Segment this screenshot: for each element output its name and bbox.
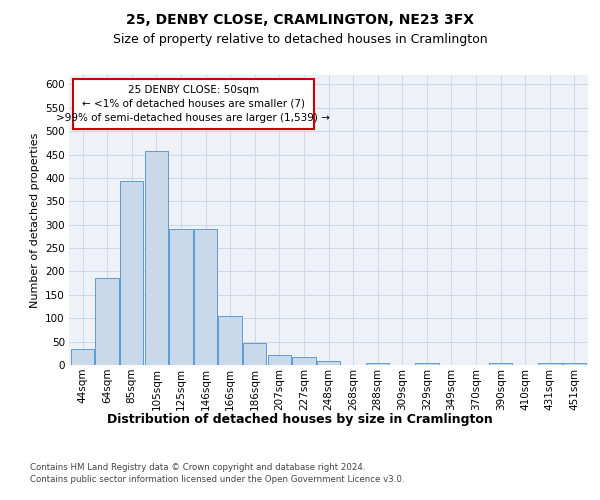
Text: Size of property relative to detached houses in Cramlington: Size of property relative to detached ho…	[113, 32, 487, 46]
Bar	[268, 354, 291, 365]
Text: Contains HM Land Registry data © Crown copyright and database right 2024.: Contains HM Land Registry data © Crown c…	[30, 462, 365, 471]
Bar	[538, 363, 562, 365]
Bar	[317, 362, 340, 365]
Bar	[292, 357, 316, 365]
Bar	[145, 151, 168, 365]
Bar	[489, 363, 512, 365]
Bar	[243, 342, 266, 365]
Text: >99% of semi-detached houses are larger (1,539) →: >99% of semi-detached houses are larger …	[56, 113, 330, 123]
FancyBboxPatch shape	[73, 78, 314, 129]
Bar	[120, 181, 143, 365]
Bar	[366, 363, 389, 365]
Text: 25, DENBY CLOSE, CRAMLINGTON, NE23 3FX: 25, DENBY CLOSE, CRAMLINGTON, NE23 3FX	[126, 12, 474, 26]
Bar	[415, 363, 439, 365]
Bar	[71, 348, 94, 365]
Y-axis label: Number of detached properties: Number of detached properties	[29, 132, 40, 308]
Bar	[563, 363, 586, 365]
Bar	[169, 230, 193, 365]
Text: Distribution of detached houses by size in Cramlington: Distribution of detached houses by size …	[107, 412, 493, 426]
Bar	[194, 230, 217, 365]
Text: ← <1% of detached houses are smaller (7): ← <1% of detached houses are smaller (7)	[82, 99, 305, 109]
Bar	[218, 316, 242, 365]
Text: Contains public sector information licensed under the Open Government Licence v3: Contains public sector information licen…	[30, 475, 404, 484]
Text: 25 DENBY CLOSE: 50sqm: 25 DENBY CLOSE: 50sqm	[128, 85, 259, 95]
Bar	[95, 278, 119, 365]
